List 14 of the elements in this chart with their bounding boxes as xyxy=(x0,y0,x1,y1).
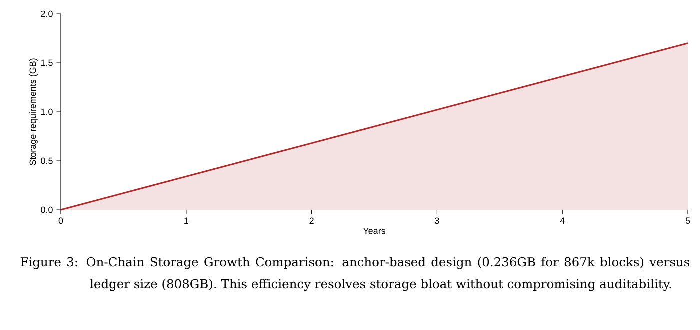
x-tick-label: 2 xyxy=(310,218,314,224)
x-tick-label: 5 xyxy=(686,218,690,224)
x-tick-label: 3 xyxy=(435,218,440,224)
caption: Figure 3: On-Chain Storage Growth Comparison: anchor-based design (0.236GB for 867k blocks) versus ledger size (808GB). This efficiency resolves storage bloat without compromising auditability. xyxy=(20,257,690,292)
y-tick-label: 1.5 xyxy=(41,60,53,66)
x-tick-label: 4 xyxy=(560,218,565,224)
x-tick-label: 1 xyxy=(184,218,188,224)
y-tick-label: 0.5 xyxy=(41,158,53,164)
x-tick-label: 0 xyxy=(58,218,64,224)
y-tick-label: 2.0 xyxy=(41,10,53,18)
y-axis-title: Storage requirements (GB) xyxy=(30,58,38,166)
y-tick-label: 1.0 xyxy=(41,108,53,116)
x-axis-title: Years xyxy=(363,228,386,234)
y-tick-label: 0.0 xyxy=(41,206,53,214)
